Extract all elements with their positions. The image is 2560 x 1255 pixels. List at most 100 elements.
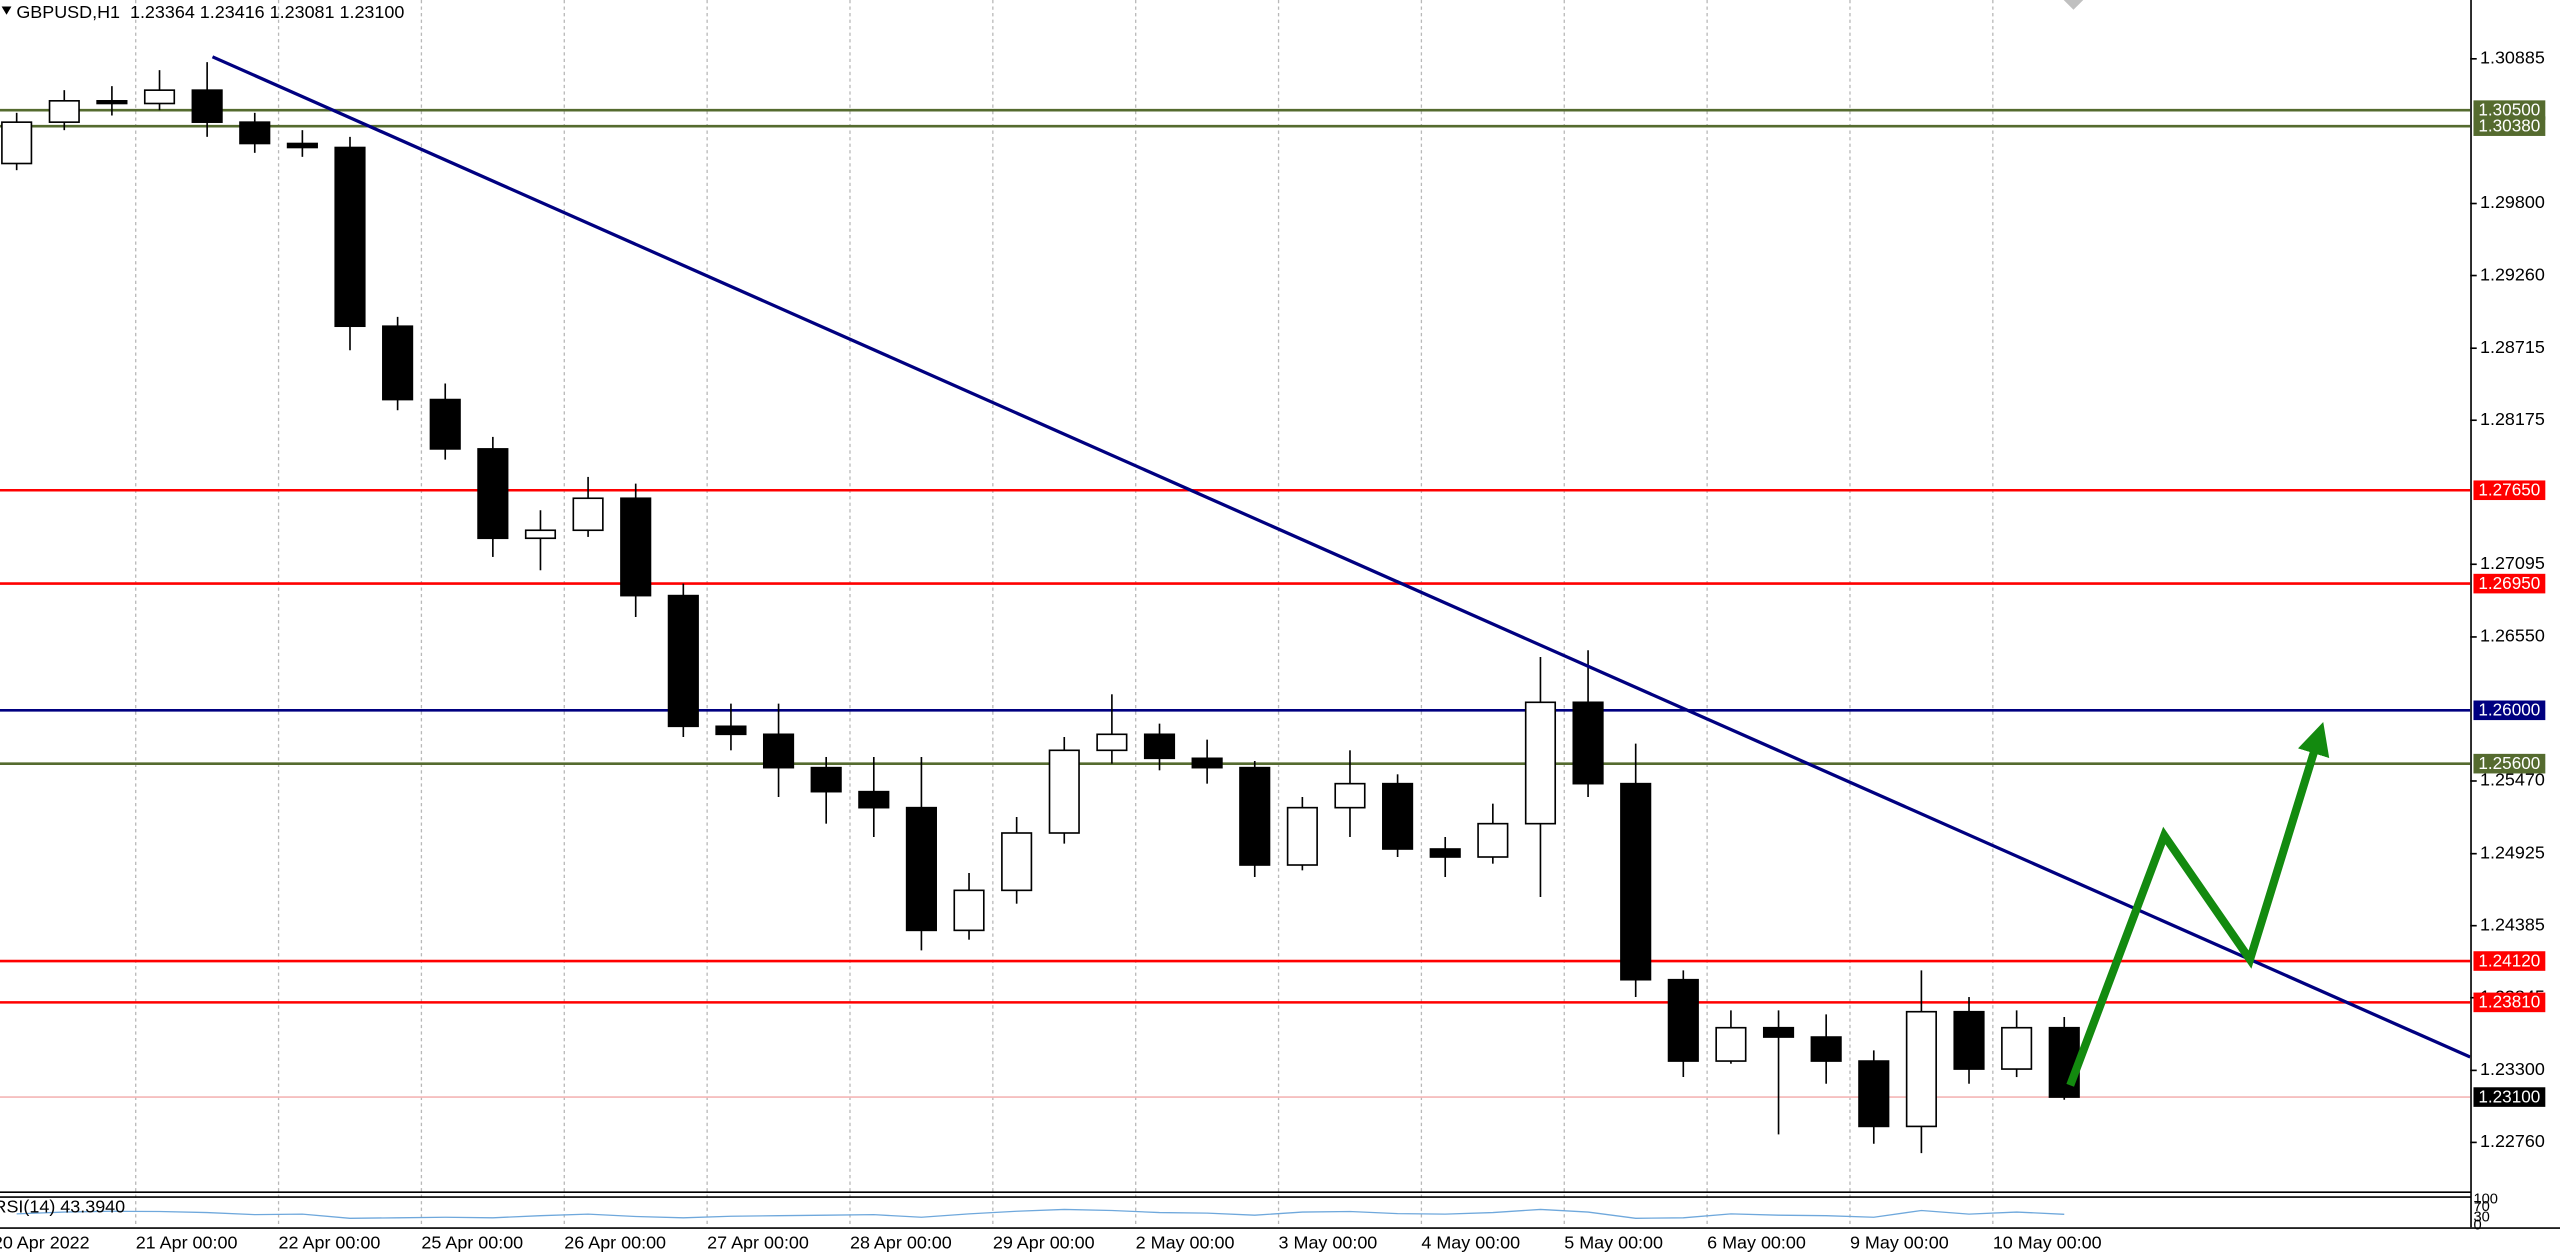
candle-body (1715, 1026, 1747, 1062)
candle-body (1143, 733, 1176, 760)
candle-body (762, 733, 795, 769)
candle-body (1667, 978, 1699, 1062)
x-tick-label: 29 Apr 00:00 (993, 1232, 1095, 1252)
rsi-tick-label: 0 (2473, 1218, 2481, 1234)
labels: 20 Apr 2022 21 Apr 00:00 22 Apr 00:00 25 Ap… (0, 48, 2546, 1252)
candle-body (143, 89, 176, 105)
drawings (211, 55, 2471, 1087)
rsi-panel (16, 1208, 2065, 1219)
level-label: 1.30380 (2478, 116, 2540, 136)
candle-body (1905, 1010, 1937, 1128)
candle-body (524, 529, 557, 540)
symbol-header: GBPUSD,H1 1.23364 1.23416 1.23081 1.2310… (16, 2, 404, 22)
candle-body (1286, 806, 1318, 866)
level-label-box (2473, 951, 2546, 971)
rsi-line (16, 1208, 2065, 1219)
rsi-label: RSI(14) 43.3940 (0, 1196, 125, 1216)
candle-body (620, 497, 652, 597)
level-label: 1.30500 (2478, 100, 2540, 120)
candle-body (1953, 1010, 1985, 1070)
y-tick-label: 1.24925 (2480, 842, 2545, 862)
candle-body (1048, 749, 1080, 834)
x-tick-label: 6 May 00:00 (1707, 1232, 1806, 1252)
y-tick-label: 1.29260 (2480, 264, 2545, 284)
candle-body (334, 146, 366, 328)
candle-body (1429, 848, 1461, 858)
x-tick-label: 28 Apr 00:00 (850, 1232, 952, 1252)
y-tick-label: 1.25470 (2480, 770, 2545, 790)
candle-body (1001, 832, 1033, 892)
candle-body (1620, 782, 1652, 981)
level-label-box (2473, 992, 2546, 1013)
x-tick-label: 4 May 00:00 (1421, 1232, 1520, 1252)
candle-body (572, 497, 604, 532)
axes (0, 0, 2560, 1229)
rsi-tick-label: 100 (2473, 1191, 2498, 1207)
x-tick-label: 27 Apr 00:00 (707, 1232, 809, 1252)
x-tick-label: 10 May 00:00 (1993, 1232, 2102, 1252)
level-label-box (2473, 573, 2546, 594)
candle-body (1191, 757, 1223, 769)
level-label-box (2473, 753, 2546, 774)
candle-body (48, 100, 80, 123)
level-label: 1.26000 (2478, 700, 2540, 720)
x-tick-label: 9 May 00:00 (1850, 1232, 1949, 1252)
candle-body (905, 806, 937, 932)
x-tick-label: 22 Apr 00:00 (279, 1232, 381, 1252)
x-tick-label: 25 Apr 00:00 (421, 1232, 523, 1252)
candle-body (715, 725, 747, 736)
candle-body (1572, 701, 1604, 785)
level-label: 1.23100 (2478, 1086, 2540, 1106)
level-label: 1.27650 (2478, 480, 2540, 500)
level-label: 1.24120 (2478, 950, 2540, 970)
candle-body (1239, 766, 1271, 866)
level-label: 1.23810 (2478, 992, 2540, 1012)
x-tick-label: 5 May 00:00 (1564, 1232, 1663, 1252)
level-label-box (2473, 116, 2546, 136)
level-label: 1.25600 (2478, 753, 2540, 773)
candle-body (1858, 1060, 1890, 1128)
trendline (211, 55, 2471, 1059)
y-tick-label: 1.27095 (2480, 553, 2545, 573)
candle-body (191, 89, 223, 123)
candle-body (1, 121, 33, 165)
candle-body (810, 766, 842, 793)
y-tick-label: 1.24385 (2480, 914, 2545, 934)
candle-body (1477, 822, 1509, 858)
x-tick-label: 26 Apr 00:00 (564, 1232, 666, 1252)
candle-body (1810, 1036, 1842, 1062)
x-tick-label: 21 Apr 00:00 (136, 1232, 238, 1252)
level-label-box (2473, 700, 2546, 721)
candle-body (1524, 701, 1557, 825)
y-tick-label: 1.30885 (2480, 48, 2545, 68)
grid (135, 0, 1994, 1228)
candle-body (96, 100, 128, 105)
y-tick-label: 1.28175 (2480, 409, 2545, 429)
candles (1, 62, 2080, 1154)
level-label-box (2473, 100, 2546, 120)
level-label: 1.26950 (2478, 573, 2540, 593)
levels (0, 108, 2471, 1098)
y-tick-label: 1.28715 (2480, 337, 2545, 357)
rsi-tick-label: 30 (2473, 1210, 2489, 1226)
rsi-tick-label: 70 (2473, 1199, 2489, 1215)
candle-body (429, 398, 461, 450)
x-tick-label: 2 May 00:00 (1136, 1232, 1235, 1252)
candle-body (382, 325, 414, 401)
candle-body (858, 790, 890, 809)
y-tick-label: 1.26550 (2480, 626, 2545, 646)
candle-body (477, 448, 509, 540)
level-label-box (2473, 1087, 2546, 1107)
x-tick-label: 3 May 00:00 (1279, 1232, 1378, 1252)
scroll-marker (2063, 0, 2084, 10)
candle-body (2001, 1026, 2033, 1070)
candle-body (953, 889, 985, 932)
y-tick-label: 1.22760 (2480, 1131, 2545, 1151)
candle-body (239, 121, 271, 145)
y-tick-label: 1.23300 (2480, 1059, 2545, 1079)
candle-body (286, 142, 318, 149)
candle-body (1762, 1026, 1795, 1038)
x-tick-label: 20 Apr 2022 (0, 1232, 90, 1252)
